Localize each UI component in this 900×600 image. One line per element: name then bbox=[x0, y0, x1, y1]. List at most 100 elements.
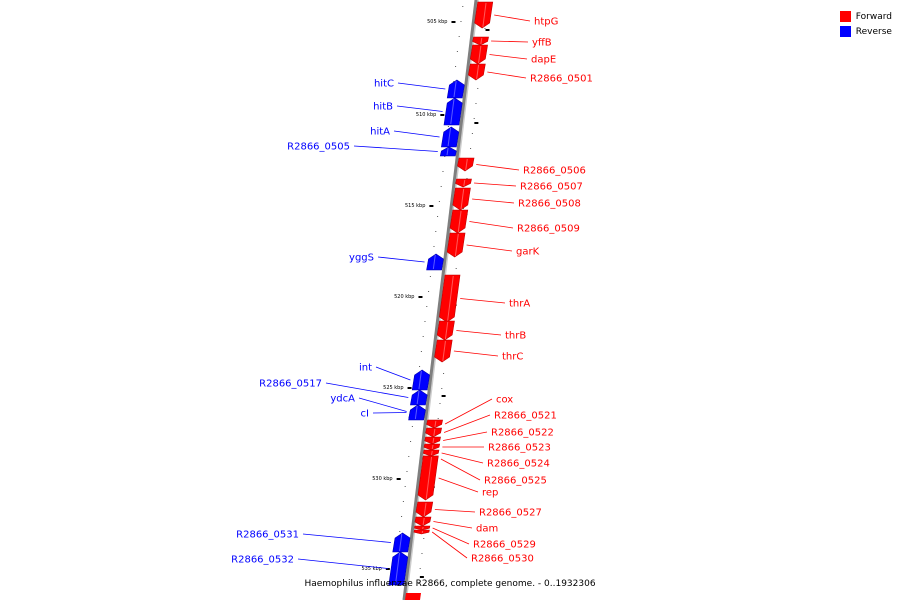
gene-arrow[interactable] bbox=[469, 44, 488, 65]
gene-thrc[interactable]: thrC bbox=[434, 339, 524, 363]
gene-label[interactable]: R2866_0531 bbox=[236, 530, 299, 541]
gene-arrow[interactable] bbox=[424, 436, 441, 445]
gene-label[interactable]: R2866_0508 bbox=[518, 199, 581, 210]
gene-label[interactable]: dam bbox=[476, 524, 498, 535]
gene-arrow[interactable] bbox=[474, 1, 494, 29]
gene-arrow[interactable] bbox=[414, 516, 432, 527]
gene-dape[interactable]: dapE bbox=[469, 44, 556, 66]
gene-thra[interactable]: thrA bbox=[439, 274, 530, 323]
gene-r2866-0527[interactable]: R2866_0527 bbox=[415, 501, 542, 519]
gene-arrow[interactable] bbox=[436, 320, 455, 341]
gene-arrow[interactable] bbox=[434, 339, 453, 363]
gene-label[interactable]: htpG bbox=[534, 17, 558, 28]
gene-int[interactable]: int bbox=[359, 363, 430, 391]
gene-label[interactable]: R2866_0529 bbox=[473, 540, 536, 551]
gene-label[interactable]: yffB bbox=[532, 38, 552, 49]
gene-arrow[interactable] bbox=[411, 369, 430, 391]
gene-arrow[interactable] bbox=[472, 36, 489, 46]
gene-arrow[interactable] bbox=[457, 157, 475, 172]
gene-r2866-0531[interactable]: R2866_0531 bbox=[236, 530, 411, 553]
gene-yggs[interactable]: yggS bbox=[349, 253, 444, 271]
gene-htpg[interactable]: htpG bbox=[474, 1, 559, 29]
gene-label[interactable]: rep bbox=[482, 488, 498, 499]
gene-r2866-0522[interactable]: R2866_0522 bbox=[424, 428, 554, 445]
gene-label[interactable]: yggS bbox=[349, 253, 374, 264]
gene-label[interactable]: R2866_0532 bbox=[231, 555, 294, 566]
gene-r2866-0501[interactable]: R2866_0501 bbox=[468, 63, 593, 85]
gene-label[interactable]: dapE bbox=[531, 55, 556, 66]
gene-arrow[interactable] bbox=[410, 389, 428, 406]
gene-label[interactable]: R2866_0517 bbox=[259, 379, 322, 390]
gene-label[interactable]: garK bbox=[516, 247, 540, 258]
gene-label[interactable]: thrC bbox=[502, 352, 523, 363]
gene-r2866-0507[interactable]: R2866_0507 bbox=[455, 178, 583, 193]
gene-r2866-0529[interactable]: R2866_0529 bbox=[414, 525, 536, 551]
gene-label[interactable]: ydcA bbox=[330, 394, 355, 405]
gene-arrow[interactable] bbox=[388, 551, 409, 586]
gene-label[interactable]: R2866_0523 bbox=[488, 443, 551, 454]
gene-r2866-0523[interactable]: R2866_0523 bbox=[423, 443, 551, 454]
gene-hitb[interactable]: hitB bbox=[373, 97, 463, 126]
gene-thrb[interactable]: thrB bbox=[436, 320, 526, 342]
gene-label[interactable]: R2866_0507 bbox=[520, 182, 583, 193]
gene-ci[interactable]: cI bbox=[361, 404, 426, 421]
gene-hitc[interactable]: hitC bbox=[374, 79, 465, 99]
gene-r2866-0530[interactable]: R2866_0530 bbox=[413, 529, 534, 565]
gene-label[interactable]: R2866_0521 bbox=[494, 411, 557, 422]
gene-label[interactable]: R2866_0530 bbox=[471, 554, 534, 565]
gene-arrow[interactable] bbox=[415, 501, 434, 518]
gene-arrow[interactable] bbox=[455, 178, 472, 188]
gene-r2866-0506[interactable]: R2866_0506 bbox=[457, 157, 586, 177]
gene-r2866-0521[interactable]: R2866_0521 bbox=[425, 411, 557, 438]
gene-arrow[interactable] bbox=[449, 209, 469, 234]
gene-label[interactable]: R2866_0524 bbox=[487, 459, 550, 470]
gene-label[interactable]: R2866_0522 bbox=[491, 428, 554, 439]
gene-arrow[interactable] bbox=[468, 63, 486, 81]
gene-arrow[interactable] bbox=[426, 253, 444, 271]
gene-label[interactable]: R2866_0525 bbox=[484, 476, 547, 487]
gene-arrow[interactable] bbox=[439, 274, 461, 323]
gene-hita[interactable]: hitA bbox=[370, 126, 460, 148]
gene-label[interactable]: cox bbox=[496, 395, 513, 406]
gene-arrow[interactable] bbox=[422, 449, 440, 457]
gene-arrow[interactable] bbox=[417, 455, 439, 501]
gene-arrow[interactable] bbox=[414, 525, 431, 531]
gene-arrow[interactable] bbox=[446, 79, 465, 99]
gene-dam[interactable]: dam bbox=[414, 516, 498, 535]
gene-arrow[interactable] bbox=[443, 97, 463, 126]
gene-label[interactable]: R2866_0509 bbox=[517, 224, 580, 235]
gene-arrow[interactable] bbox=[408, 404, 426, 421]
gene-arrow[interactable] bbox=[441, 126, 460, 148]
gene-r2866-0517[interactable]: R2866_0517 bbox=[259, 379, 428, 406]
gene-r2866-0508[interactable]: R2866_0508 bbox=[452, 187, 581, 211]
gene-yffb[interactable]: yffB bbox=[472, 36, 552, 49]
gene-r2866-0524[interactable]: R2866_0524 bbox=[422, 449, 550, 470]
gene-arrow[interactable] bbox=[413, 529, 430, 535]
gene-label[interactable]: R2866_0501 bbox=[530, 74, 593, 85]
gene-r2866-0509[interactable]: R2866_0509 bbox=[449, 209, 580, 235]
gene-cox[interactable]: cox bbox=[426, 395, 514, 429]
gene-label[interactable]: hitC bbox=[374, 79, 394, 90]
gene-label[interactable]: hitB bbox=[373, 102, 393, 113]
gene-r2866-0505[interactable]: R2866_0505 bbox=[287, 142, 457, 157]
gene-arrow[interactable] bbox=[425, 427, 443, 438]
gene-label[interactable]: hitA bbox=[370, 127, 390, 138]
gene-arrow[interactable] bbox=[423, 443, 441, 451]
gene-arrow[interactable] bbox=[426, 419, 443, 429]
gene-arrow[interactable] bbox=[392, 532, 411, 553]
gene-label[interactable]: R2866_0505 bbox=[287, 142, 350, 153]
gene-label[interactable]: int bbox=[359, 363, 372, 374]
gene-arrow[interactable] bbox=[446, 232, 466, 258]
gene-label[interactable]: R2866_0506 bbox=[523, 166, 586, 177]
gene-arrow[interactable] bbox=[452, 187, 471, 211]
gene-leader-line bbox=[472, 198, 515, 204]
gene-r2866-0532[interactable]: R2866_0532 bbox=[231, 551, 409, 586]
gene-label[interactable]: cI bbox=[361, 409, 369, 420]
gene-gark[interactable]: garK bbox=[446, 232, 540, 258]
gene-arrow[interactable] bbox=[439, 146, 457, 157]
gene-label[interactable]: thrB bbox=[505, 331, 526, 342]
gene-label[interactable]: R2866_0527 bbox=[479, 508, 542, 519]
gene-leader-line bbox=[297, 558, 388, 569]
gene-rep[interactable]: rep bbox=[417, 455, 498, 501]
gene-label[interactable]: thrA bbox=[509, 299, 530, 310]
